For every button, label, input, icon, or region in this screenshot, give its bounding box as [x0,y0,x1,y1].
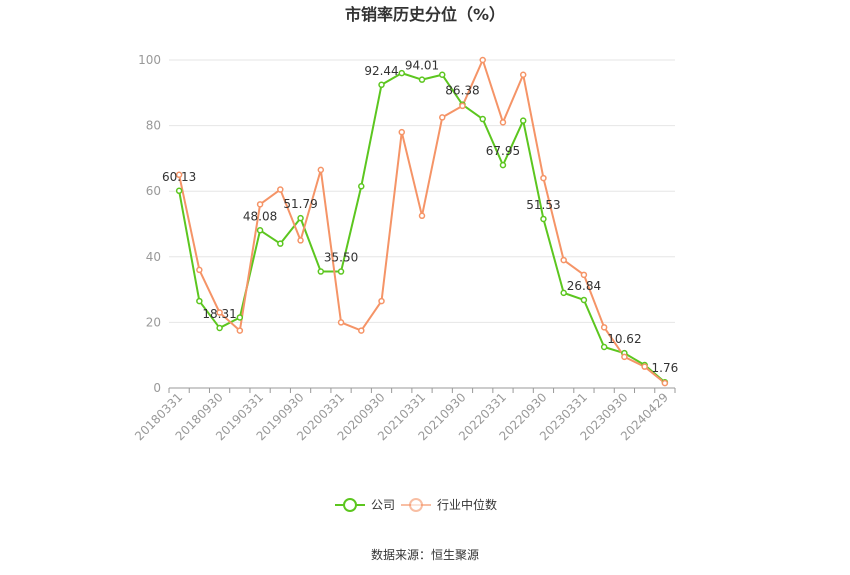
data-point[interactable] [438,114,446,121]
data-point[interactable] [580,271,588,279]
data-point[interactable] [418,76,426,83]
data-point[interactable] [277,240,284,247]
data-label: 67.95 [486,144,520,158]
data-point[interactable] [560,256,567,264]
series-points [175,56,669,387]
data-point[interactable] [378,81,385,89]
x-axis: 2018033120180930201903312019093020200331… [132,387,676,443]
data-point[interactable] [479,115,486,123]
y-tick-label: 0 [153,381,161,395]
data-labels: 60.13 18.31 48.08 51.79 35.50 92.44 94.01 86.38… [162,59,678,376]
data-point[interactable] [175,171,183,179]
data-point[interactable] [580,296,588,304]
data-label: 94.01 [405,59,439,73]
data-point[interactable] [196,297,203,305]
data-label: 26.84 [567,279,601,293]
y-tick-label: 40 [146,250,161,264]
data-point[interactable] [337,319,345,326]
legend-item-1[interactable]: 行业中位数 [401,497,497,512]
data-point[interactable] [560,289,567,297]
series-line-0 [178,72,666,383]
data-point[interactable] [519,117,527,124]
y-tick-label: 100 [138,53,161,67]
data-label: 35.50 [324,251,358,265]
data-label: 86.38 [445,84,479,98]
y-tick-label: 60 [146,184,161,198]
legend-marker [343,498,357,512]
data-point[interactable] [499,119,507,126]
legend-label: 行业中位数 [437,497,497,512]
data-point[interactable] [641,363,648,370]
y-tick-label: 20 [146,315,161,329]
data-label: 51.79 [283,197,317,211]
data-point[interactable] [297,237,304,244]
legend[interactable]: 公司 行业中位数 [335,497,497,512]
data-label: 92.44 [364,64,398,78]
source-text: 数据来源：恒生聚源 [371,547,479,562]
y-tick-label: 80 [146,119,161,133]
chart-title: 市销率历史分位（%） [345,5,505,24]
legend-marker [409,498,423,512]
data-label: 48.08 [243,209,277,223]
data-point[interactable] [519,71,527,79]
data-point[interactable] [277,186,284,193]
data-point[interactable] [661,379,669,387]
data-point[interactable] [438,71,446,79]
data-point[interactable] [398,69,406,77]
data-point[interactable] [337,268,345,275]
data-point[interactable] [418,212,426,220]
data-point[interactable] [358,327,365,334]
data-point[interactable] [358,183,365,190]
data-point[interactable] [378,297,385,305]
data-point[interactable] [236,314,244,321]
data-label: 18.31 [202,307,236,321]
data-point[interactable] [540,174,547,182]
data-label: 1.76 [652,361,679,375]
data-point[interactable] [600,343,608,351]
data-point[interactable] [216,324,223,332]
legend-label: 公司 [371,498,395,512]
data-point[interactable] [256,227,264,234]
data-point[interactable] [540,215,547,223]
y-axis: 0 20 40 60 80 100 [138,53,161,395]
data-point[interactable] [256,201,264,208]
data-label: 60.13 [162,170,196,184]
data-point[interactable] [398,128,406,136]
data-point[interactable] [297,214,304,222]
data-point[interactable] [236,327,244,334]
data-point[interactable] [317,166,325,174]
data-point[interactable] [499,161,507,169]
data-point[interactable] [479,56,486,64]
data-point[interactable] [317,268,325,275]
data-point[interactable] [459,102,466,110]
legend-item-0[interactable]: 公司 [335,498,395,512]
data-label: 10.62 [607,332,641,346]
data-point[interactable] [196,266,203,274]
data-point[interactable] [216,309,223,316]
data-label: 51.53 [526,198,560,212]
data-point[interactable] [621,353,628,361]
data-point[interactable] [600,324,608,331]
data-point[interactable] [175,187,183,195]
